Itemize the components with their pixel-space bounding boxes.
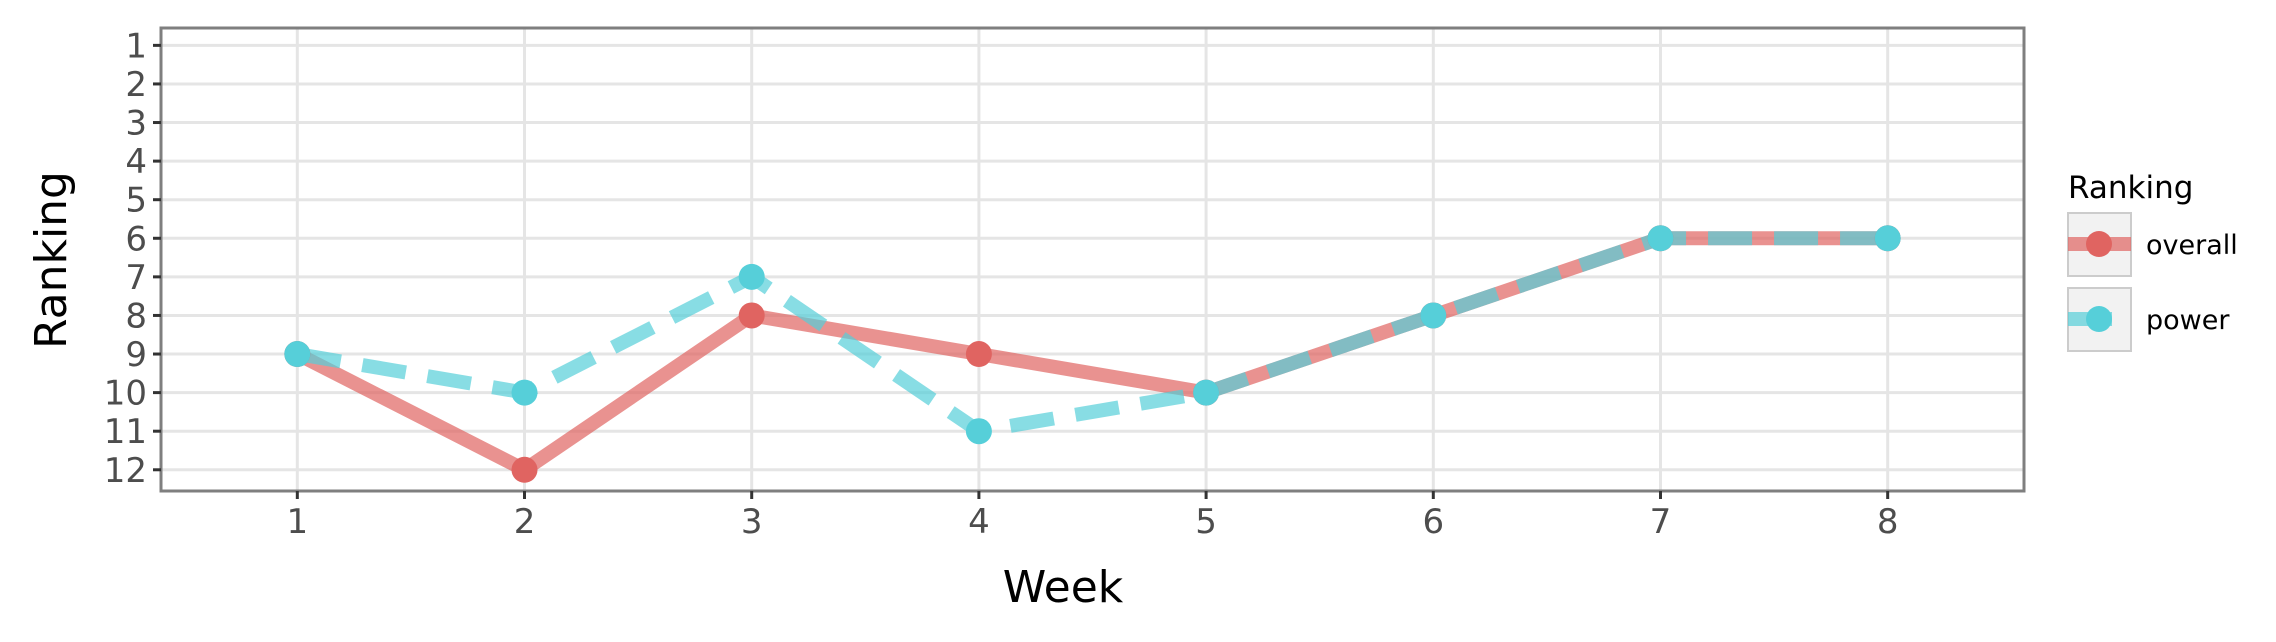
x-tick-label: 6 (1422, 502, 1444, 542)
data-point-power (1874, 225, 1901, 252)
data-point-overall (738, 302, 765, 329)
x-axis-title: Week (1003, 562, 1124, 613)
y-tick-label: 8 (125, 296, 147, 336)
y-tick-label: 11 (104, 412, 147, 452)
y-tick-label: 3 (125, 104, 147, 144)
legend-item-power: power (2067, 287, 2230, 352)
data-point-power (1647, 225, 1674, 252)
legend-title: Ranking (2068, 170, 2193, 206)
legend-item-overall: overall (2067, 212, 2238, 277)
y-axis-title: Ranking (26, 171, 77, 349)
y-tick-label: 6 (125, 219, 147, 259)
y-tick-label: 9 (125, 335, 147, 375)
x-tick-label: 5 (1195, 502, 1217, 542)
y-tick-label: 2 (125, 65, 147, 105)
legend-label-overall: overall (2146, 230, 2238, 261)
series-points (284, 225, 1901, 483)
x-gridlines (295, 28, 1890, 491)
data-point-overall (511, 456, 538, 483)
y-gridlines (161, 43, 2024, 472)
y-tick-label: 4 (125, 142, 147, 182)
legend-key-point (2086, 306, 2112, 332)
x-tick-label: 3 (741, 502, 763, 542)
y-tick-label: 12 (104, 451, 147, 491)
x-tick-label: 2 (514, 502, 536, 542)
legend: Ranking overall power (2067, 170, 2238, 352)
data-point-power (511, 379, 538, 406)
data-point-power (738, 263, 765, 290)
plot-border (159, 26, 2026, 493)
x-tick-label: 8 (1877, 502, 1899, 542)
x-tick-label: 1 (286, 502, 308, 542)
series-line-power (296, 231, 1888, 439)
x-tick-label: 7 (1650, 502, 1672, 542)
data-point-overall (965, 341, 992, 368)
x-axis-ticks: 1 2 3 4 5 6 7 8 (286, 491, 1899, 542)
series-line-overall (294, 231, 1888, 477)
y-tick-label: 10 (104, 374, 147, 414)
y-tick-label: 5 (125, 181, 147, 221)
legend-key-point (2086, 231, 2112, 257)
data-point-power (284, 341, 311, 368)
data-point-power (1193, 379, 1220, 406)
y-tick-label: 7 (125, 258, 147, 298)
legend-label-power: power (2146, 305, 2230, 336)
series-lines (294, 231, 1888, 477)
x-tick-label: 4 (968, 502, 990, 542)
data-point-power (965, 418, 992, 445)
data-point-power (1420, 302, 1447, 329)
y-tick-label: 1 (125, 26, 147, 66)
